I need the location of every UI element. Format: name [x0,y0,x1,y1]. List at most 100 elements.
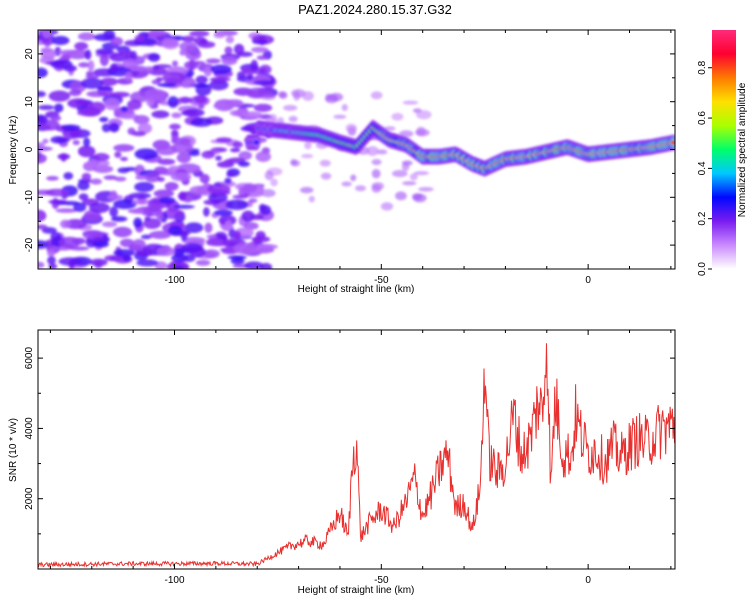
spectrogram-noise-blob [252,69,265,75]
spectrogram-noise-blob [401,162,410,172]
spectrogram-noise-blob [371,182,385,191]
spectrogram-noise-blob [145,66,154,73]
spectrogram-noise-blob [77,145,96,158]
spectrogram-noise-blob [195,259,211,266]
spectrogram-noise-blob [42,30,52,39]
figure-title: PAZ1.2024.280.15.37.G32 [298,2,452,17]
spectrogram-noise-blob [203,66,212,77]
spectrogram-noise-blob [264,170,274,181]
spectrogram-noise-blob [99,54,109,67]
colorbar-tick-label: 0.6 [697,111,708,125]
spectrogram-noise-blob [60,153,67,162]
spectrogram-noise-blob [48,90,71,102]
spectrogram-noise-blob [38,209,47,222]
spectrogram-noise-blob [184,222,204,234]
spectrogram-noise-blob [185,48,202,61]
spectrogram-noise-blob [38,153,47,164]
spectrogram-noise-blob [111,91,130,98]
spectrogram-noise-blob [73,202,87,212]
spectrogram-noise-blob [42,138,49,144]
spectrogram-noise-blob [193,94,208,104]
spectrogram-noise-blob [283,104,298,111]
spectrogram-image [38,30,675,269]
spectrogram-noise-blob [86,159,110,168]
spectrogram-noise-blob [54,103,64,113]
spectrogram-noise-blob [260,189,276,198]
spectrogram-noise-blob [119,238,135,248]
spectrogram-noise-blob [203,207,210,217]
spectrogram-noise-blob [92,165,114,174]
x-tick-label: 0 [585,575,591,586]
spectrogram-noise-blob [341,103,348,112]
spectrogram-noise-blob [157,82,177,88]
spectrogram-noise-blob [113,144,135,152]
spectrogram-noise-blob [38,91,46,98]
spectrogram-noise-blob [78,62,90,68]
spectrogram-noise-blob [195,75,208,84]
spectrogram-noise-blob [67,98,90,109]
spectrogram-noise-blob [157,158,176,165]
spectrogram-noise-blob [170,172,192,182]
spectrogram-noise-blob [291,88,306,98]
spectrogram-noise-blob [371,169,381,179]
spectrogram-noise-blob [209,77,231,82]
spectrogram-noise-blob [47,249,56,257]
spectrogram-noise-blob [409,173,418,181]
spectrogram-noise-blob [215,137,232,143]
spectrogram-noise-blob [134,34,146,43]
spectrogram-noise-blob [113,249,135,257]
spectrogram-noise-blob [173,204,195,209]
spectrogram-noise-blob [224,46,233,55]
spectrogram-noise-blob [214,209,233,217]
spectrogram-noise-blob [89,258,108,267]
spectrogram-noise-blob [90,178,102,185]
spectrogram-noise-blob [225,199,249,211]
y-tick-label: -10 [24,190,35,205]
spectrogram-noise-blob [269,113,277,121]
spectrogram-noise-blob [416,126,426,136]
spectrogram-noise-blob [38,104,55,111]
spectrogram-noise-blob [223,159,234,166]
spectrogram-noise-blob [55,208,78,213]
spectrogram-noise-blob [198,104,205,110]
spectrogram-y-label: Frequency (Hz) [8,116,19,185]
spectrogram-noise-blob [354,185,366,192]
spectrogram-noise-blob [233,43,245,55]
spectrogram-noise-blob [61,124,81,131]
spectrogram-noise-blob [55,137,71,143]
spectrogram-noise-blob [51,35,70,45]
spectrogram-noise-blob [279,91,288,99]
spectrogram-noise-blob [304,141,312,150]
y-tick-label: 4000 [24,417,35,440]
spectrogram-noise-blob [164,182,179,191]
spectrogram-noise-blob [252,39,269,45]
snr-frame [37,329,676,570]
spectrogram-noise-blob [93,153,110,162]
spectrogram-noise-blob [182,35,195,43]
spectrogram-noise-blob [103,30,116,40]
spectrogram-noise-blob [104,98,120,111]
spectrogram-noise-blob [251,46,269,53]
spectrogram-noise-blob [248,198,258,203]
spectrogram-noise-blob [208,79,229,91]
spectrogram-noise-blob [167,96,179,108]
spectrogram-noise-blob [114,176,127,182]
spectrogram-noise-blob [395,191,407,201]
spectrogram-noise-blob [308,195,315,203]
spectrogram-noise-blob [176,152,192,164]
spectrogram-noise-blob [221,56,238,66]
spectrogram-noise-blob [95,48,114,55]
spectrogram-noise-blob [301,153,314,159]
spectrogram-noise-blob [171,253,188,263]
spectrogram-noise-blob [99,116,109,123]
spectrogram-noise-blob [224,100,244,108]
spectrogram-noise-blob [155,77,164,82]
spectrogram-noise-blob [81,172,92,181]
spectrogram-noise-blob [77,32,96,41]
spectrogram-noise-blob [171,112,182,119]
spectrogram-noise-blob [242,184,258,193]
spectrogram-noise-blob [238,161,250,167]
spectrogram-noise-blob [38,67,48,78]
spectrogram-noise-blob [133,114,150,125]
spectrogram-noise-blob [258,203,267,212]
